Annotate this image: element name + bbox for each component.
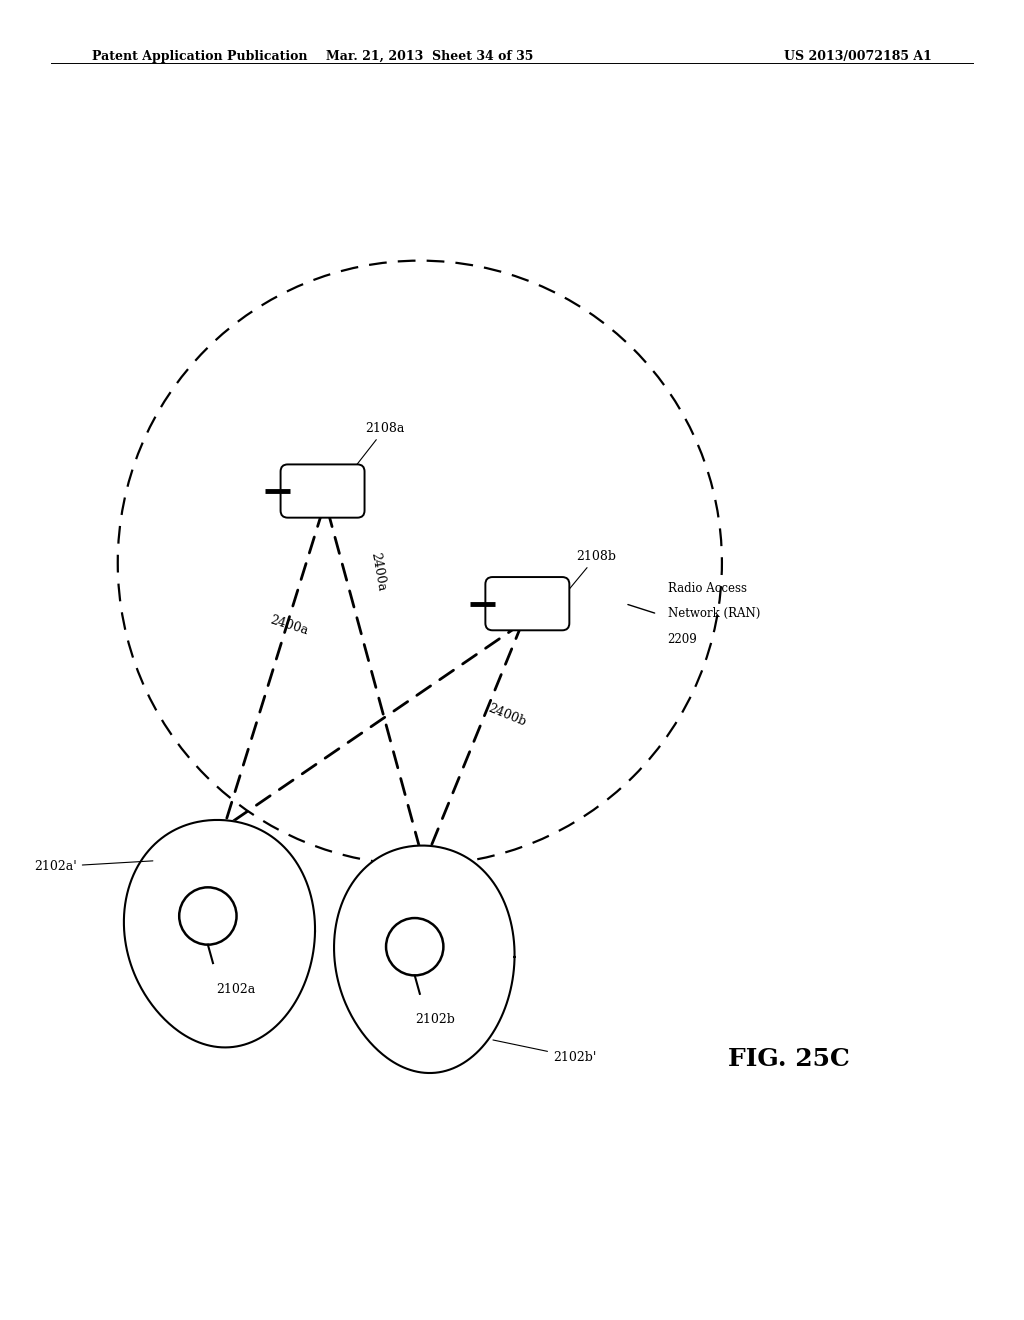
FancyBboxPatch shape (485, 577, 569, 631)
Text: Mar. 21, 2013  Sheet 34 of 35: Mar. 21, 2013 Sheet 34 of 35 (327, 50, 534, 63)
Text: Network (RAN): Network (RAN) (668, 607, 760, 620)
Text: 2102b': 2102b' (493, 1040, 596, 1064)
Text: 2400a: 2400a (369, 552, 388, 593)
Text: Radio Access: Radio Access (668, 582, 746, 595)
Text: 2102a: 2102a (216, 982, 255, 995)
Polygon shape (124, 820, 315, 1047)
Text: Patent Application Publication: Patent Application Publication (92, 50, 307, 63)
Text: 2400a: 2400a (268, 614, 310, 638)
Text: 2400b: 2400b (486, 702, 527, 729)
Text: 2102b: 2102b (416, 1014, 455, 1026)
Polygon shape (334, 846, 514, 1073)
Text: FIG. 25C: FIG. 25C (727, 1047, 850, 1072)
Text: 2102a': 2102a' (34, 861, 153, 873)
FancyBboxPatch shape (281, 465, 365, 517)
Text: 2108b: 2108b (555, 549, 616, 607)
Text: 2209: 2209 (668, 634, 697, 645)
Text: US 2013/0072185 A1: US 2013/0072185 A1 (784, 50, 932, 63)
Text: 2108a: 2108a (350, 421, 404, 474)
